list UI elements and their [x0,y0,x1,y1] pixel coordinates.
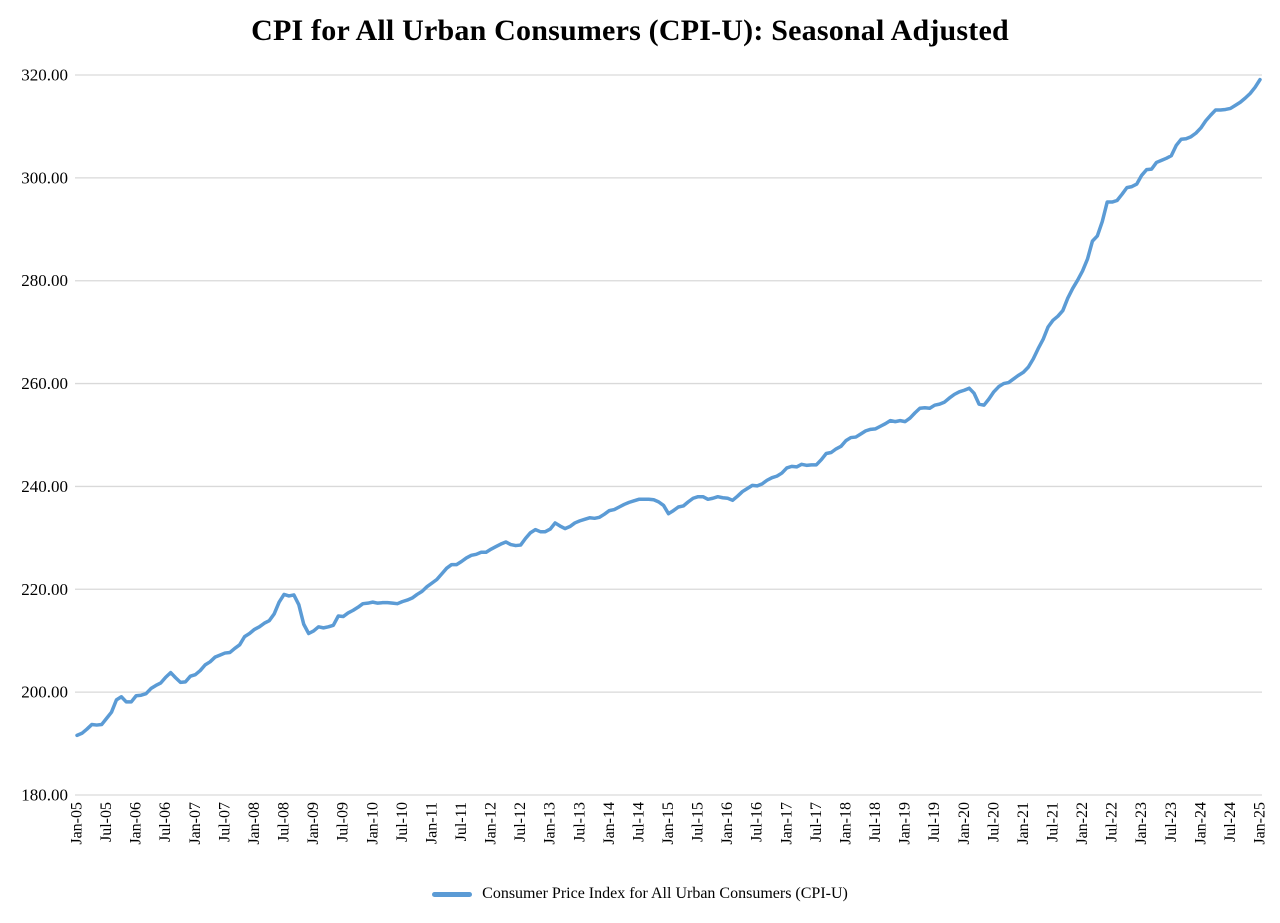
x-tick-label: Jul-11 [453,802,470,841]
x-tick-label: Jul-21 [1044,802,1061,842]
x-tick-label: Jan-13 [542,802,559,845]
y-tick-label: 280.00 [21,271,68,290]
x-tick-label: Jul-17 [808,802,825,842]
y-tick-label: 300.00 [21,168,68,187]
x-tick-label: Jan-23 [1133,802,1150,845]
x-tick-label: Jul-07 [216,802,233,842]
x-tick-label: Jan-16 [719,802,736,845]
x-tick-label: Jan-20 [956,802,973,845]
x-tick-label: Jul-08 [276,802,293,842]
chart-title: CPI for All Urban Consumers (CPI-U): Sea… [251,14,1009,47]
gridlines [75,74,1262,796]
y-tick-label: 320.00 [21,66,68,85]
x-tick-label: Jan-21 [1015,802,1032,845]
x-tick-label: Jan-25 [1252,802,1269,845]
x-tick-label: Jan-09 [305,802,322,845]
x-tick-label: Jul-20 [985,802,1002,842]
legend-line-swatch [432,891,473,897]
x-tick-label: Jan-10 [364,802,381,845]
x-tick-label: Jan-07 [187,802,204,845]
x-axis-labels: Jan-05 Jul-05 Jan-06 Jul-06 Jan-07 Jul-07 Jan-… [69,802,1269,845]
x-tick-label: Jul-13 [571,802,588,842]
y-tick-label: 200.00 [21,683,68,702]
x-tick-label: Jan-18 [837,802,854,845]
x-tick-label: Jan-17 [778,802,795,845]
x-tick-label: Jul-14 [630,802,647,842]
x-tick-label: Jul-12 [512,802,529,842]
x-tick-label: Jan-15 [660,802,677,845]
x-tick-label: Jul-24 [1222,802,1239,842]
x-tick-label: Jan-22 [1074,802,1091,845]
x-tick-label: Jul-06 [157,802,174,842]
data-series [75,77,1262,738]
x-tick-label: Jan-14 [601,802,618,845]
x-tick-label: Jan-11 [423,802,440,844]
y-tick-label: 220.00 [21,580,68,599]
x-tick-label: Jan-05 [69,802,86,845]
y-tick-label: 260.00 [21,374,68,393]
x-tick-label: Jul-09 [335,802,352,842]
x-tick-label: Jan-06 [128,802,145,845]
x-tick-label: Jul-16 [749,802,766,842]
y-tick-label: 180.00 [21,786,68,805]
y-axis-labels: 180.00 200.00 220.00 240.00 260.00 280.00 300.… [21,66,68,805]
x-tick-label: Jan-24 [1192,802,1209,845]
x-tick-label: Jul-23 [1163,802,1180,842]
x-tick-label: Jan-08 [246,802,263,845]
x-tick-label: Jul-22 [1104,802,1121,842]
legend-label: Consumer Price Index for All Urban Consu… [482,885,848,902]
cpi-series-line [75,77,1262,738]
x-tick-label: Jul-19 [926,802,943,842]
legend: Consumer Price Index for All Urban Consu… [0,886,1280,902]
x-tick-label: Jul-15 [690,802,707,842]
x-tick-label: Jan-12 [483,802,500,845]
x-tick-label: Jan-19 [897,802,914,845]
x-tick-label: Jul-18 [867,802,884,842]
x-tick-label: Jul-10 [394,802,411,842]
y-tick-label: 240.00 [21,477,68,496]
x-tick-label: Jul-05 [98,802,115,842]
